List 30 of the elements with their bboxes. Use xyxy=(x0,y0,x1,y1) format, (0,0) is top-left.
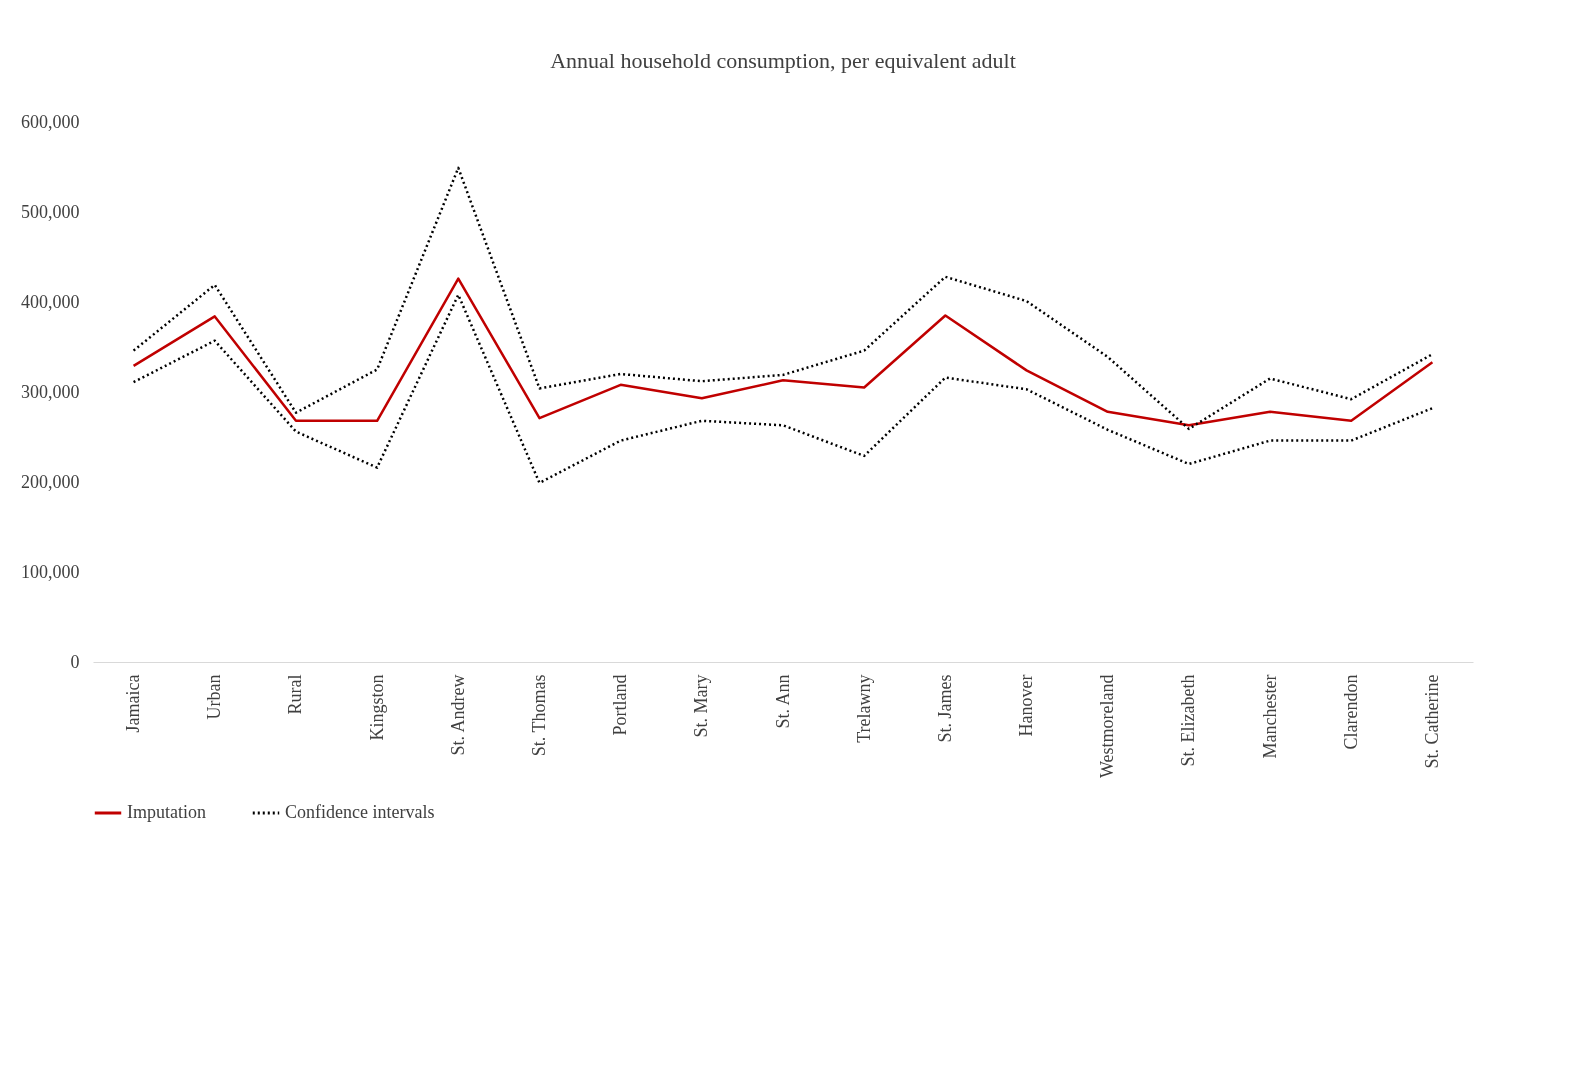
y-tick-label: 300,000 xyxy=(21,381,80,402)
x-tick-label: St. Thomas xyxy=(528,674,549,757)
x-tick-label: Trelawny xyxy=(853,674,874,743)
x-tick-label: Portland xyxy=(610,674,631,736)
x-tick-label: Urban xyxy=(204,674,225,720)
x-tick-label: Westmoreland xyxy=(1097,674,1118,779)
chart-title: Annual household consumption, per equivalent adult xyxy=(550,48,1016,73)
x-tick-label: Hanover xyxy=(1016,674,1037,737)
line-series xyxy=(132,277,1434,427)
x-tick-label: Jamaica xyxy=(123,674,144,733)
y-tick-label: 400,000 xyxy=(21,291,80,312)
x-tick-label: Manchester xyxy=(1259,674,1280,759)
y-tick-label: 0 xyxy=(70,651,80,672)
x-tick-label: St. Elizabeth xyxy=(1178,674,1199,767)
x-tick-label: St. Ann xyxy=(772,674,793,729)
x-tick-label: St. Catherine xyxy=(1421,674,1442,769)
y-tick-label: 100,000 xyxy=(21,561,80,582)
legend-label: Imputation xyxy=(127,802,206,822)
x-tick-label: St. Andrew xyxy=(447,674,468,756)
y-tick-label: 600,000 xyxy=(21,111,80,132)
line-series xyxy=(132,293,1434,485)
x-tick-label: Clarendon xyxy=(1340,674,1361,750)
legend-label: Confidence intervals xyxy=(285,802,435,822)
x-tick-label: St. Mary xyxy=(691,674,712,738)
x-tick-label: St. James xyxy=(934,674,955,743)
line-series xyxy=(132,166,1434,431)
x-tick-label: Kingston xyxy=(366,674,387,741)
y-tick-label: 200,000 xyxy=(21,471,80,492)
x-tick-label: Rural xyxy=(285,674,306,715)
y-tick-label: 500,000 xyxy=(21,201,80,222)
